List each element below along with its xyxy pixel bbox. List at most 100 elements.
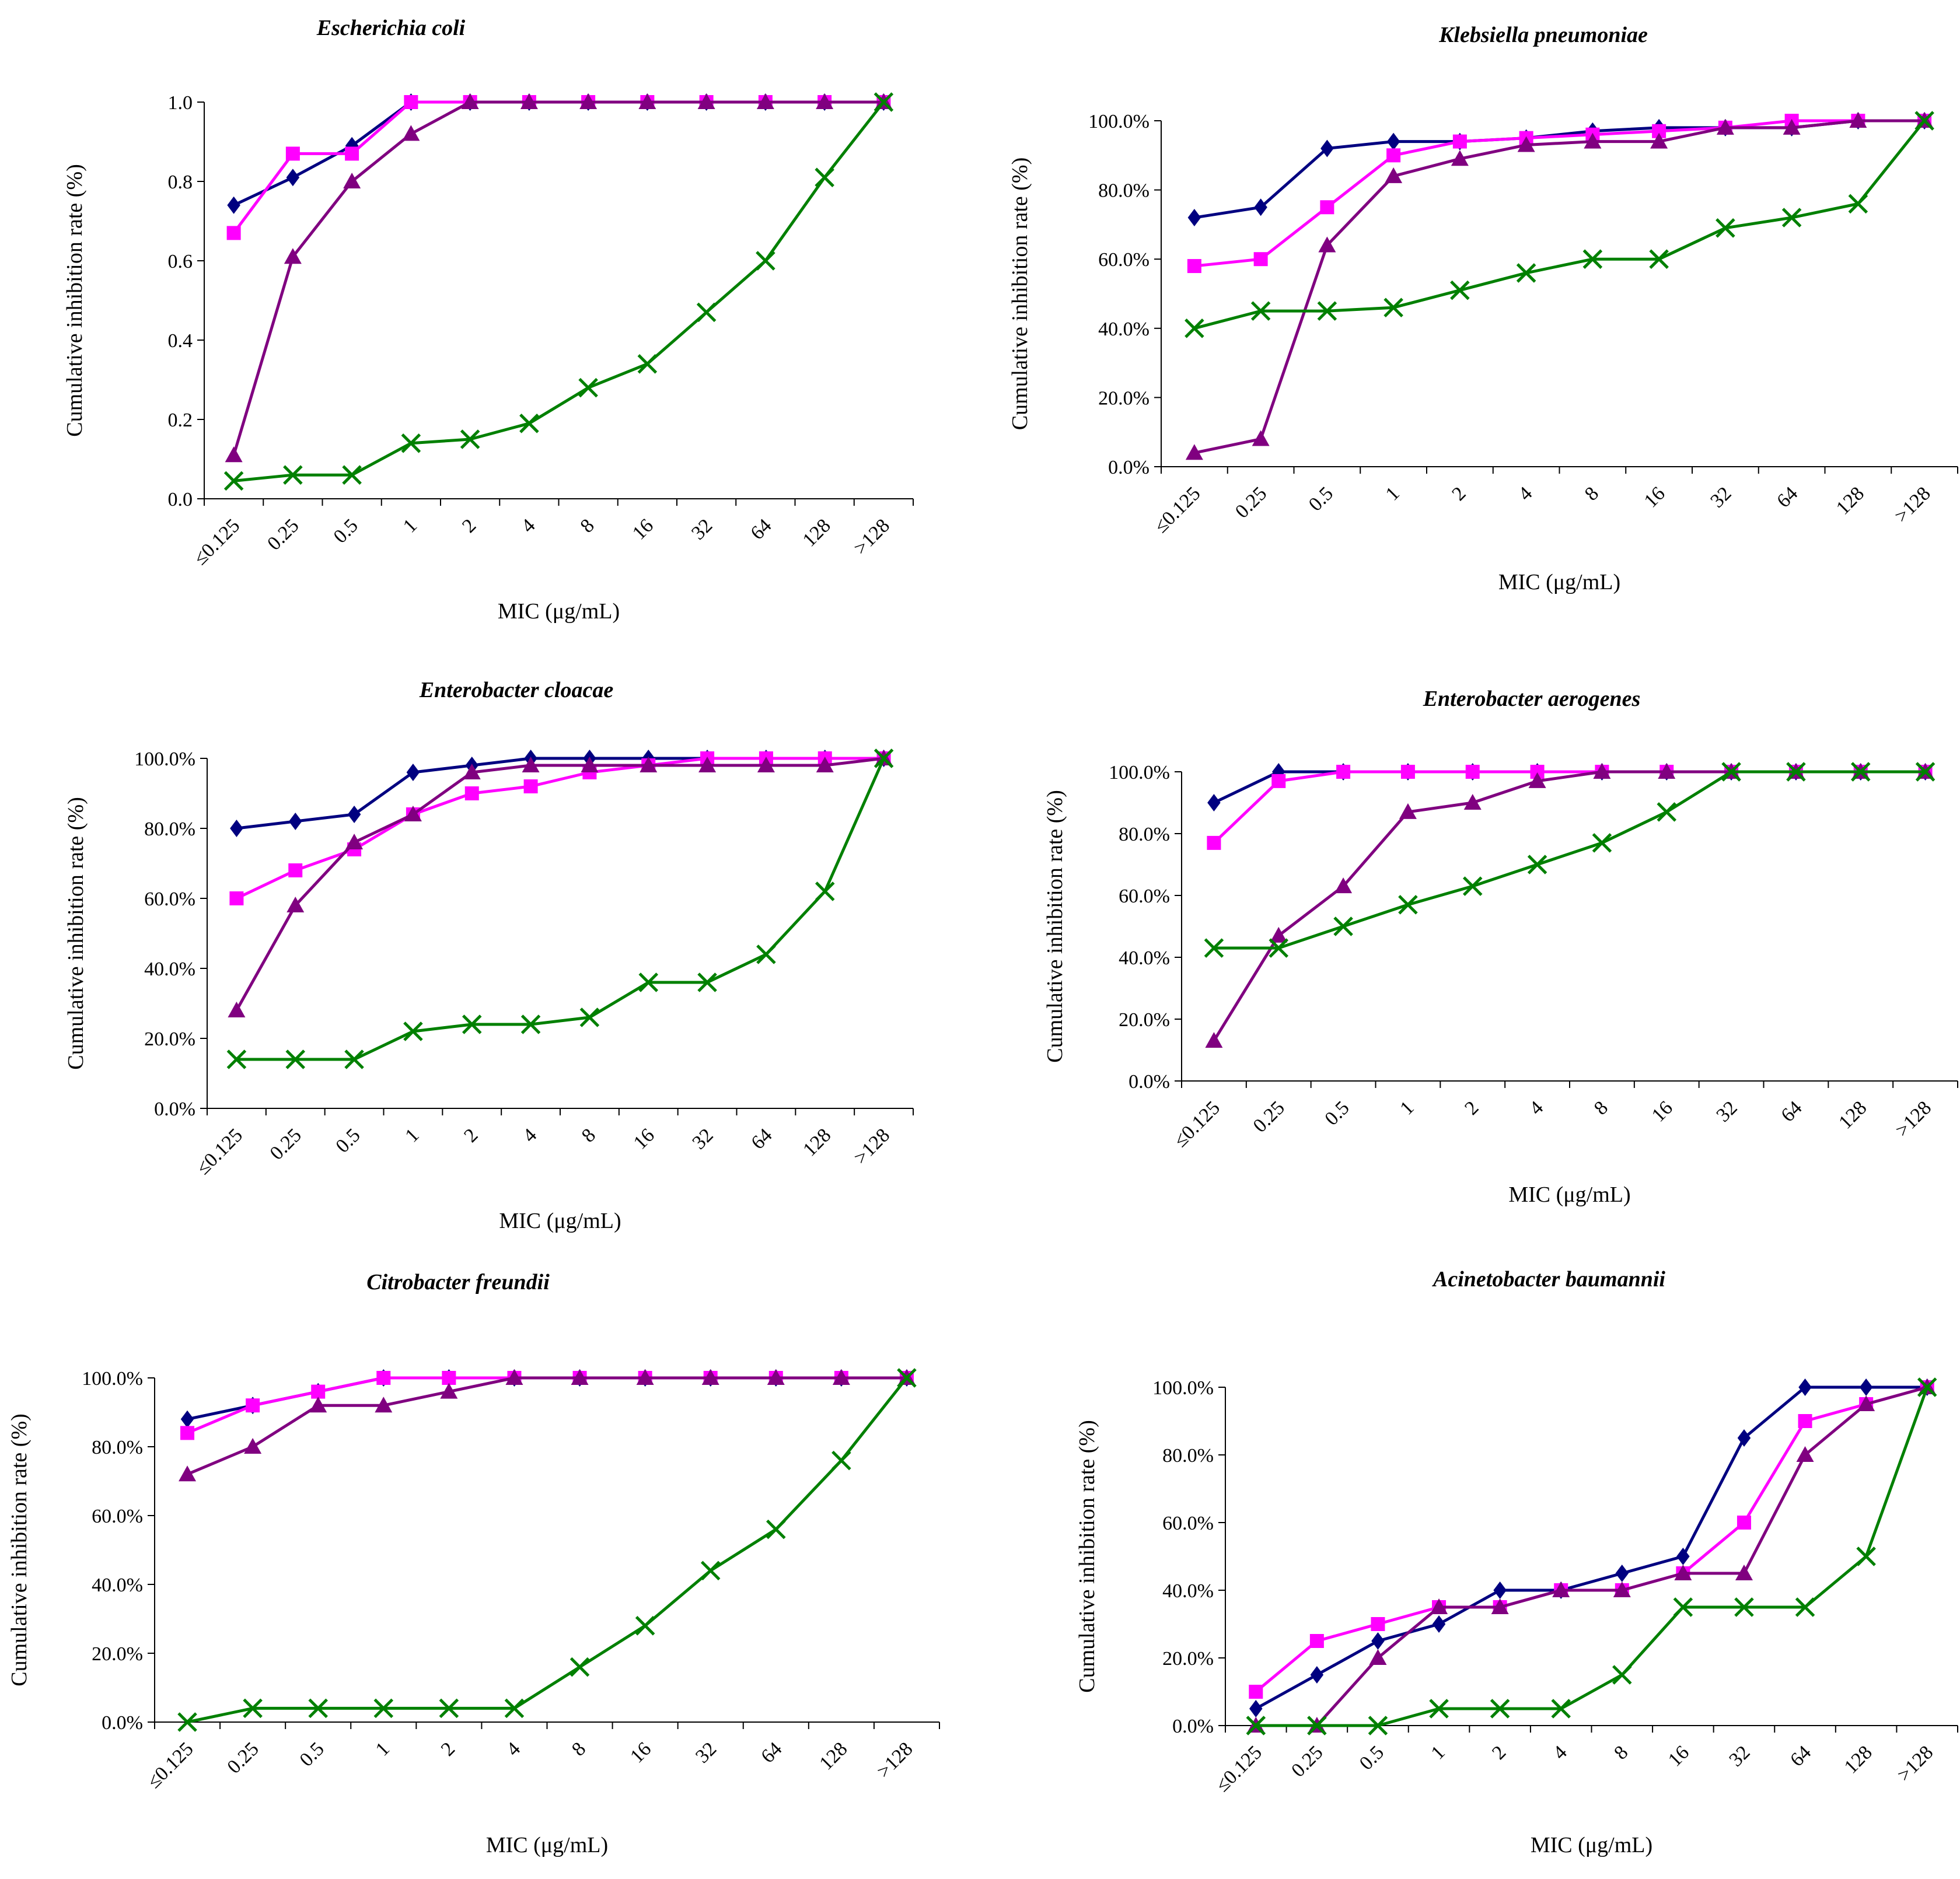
data-point (1250, 301, 1271, 321)
data-point (519, 414, 539, 433)
y-tick-label: 60.0% (92, 1506, 143, 1527)
x-axis-label: MIC (μg/mL) (486, 1833, 608, 1857)
y-tick-label: 40.0% (144, 958, 195, 980)
y-tick-label: 40.0% (1162, 1580, 1214, 1602)
y-tick-label: 20.0% (1162, 1648, 1214, 1670)
series-line (232, 100, 884, 456)
y-axis-label: Cumulative inhibition rate (%) (62, 164, 87, 437)
data-point (1716, 118, 1734, 135)
x-tick-label: 64 (747, 1124, 776, 1153)
x-tick-label: 4 (1549, 1741, 1571, 1763)
data-point (696, 302, 717, 323)
x-tick-label: 4 (517, 515, 539, 537)
chart-title: Citrobacter freundii (366, 1270, 550, 1294)
x-axis-label: MIC (μg/mL) (1531, 1833, 1652, 1857)
data-point (1856, 1546, 1876, 1566)
data-point (1465, 765, 1480, 779)
x-tick-label: >128 (1891, 482, 1935, 527)
x-tick-label: 32 (689, 1124, 718, 1153)
series-4 (223, 92, 894, 491)
series-line (187, 1376, 907, 1434)
data-point (1336, 765, 1351, 779)
x-tick-label: 1 (1427, 1741, 1449, 1763)
y-tick-label: 0.0% (154, 1098, 195, 1120)
data-point (345, 834, 364, 849)
y-tick-label: 20.0% (1098, 387, 1150, 409)
x-tick-label: 0.25 (1249, 1097, 1289, 1136)
data-point (1796, 1446, 1814, 1462)
chart-panel-6: Acinetobacter baumannii 0.0% 20.0% 40.0% 60.… (1075, 1267, 1958, 1857)
data-point (1269, 938, 1289, 958)
series-line (236, 757, 884, 830)
data-point (1246, 1716, 1266, 1735)
series-1 (1249, 1378, 1934, 1717)
data-point (1386, 132, 1400, 151)
series-line (1255, 1385, 1927, 1710)
data-point (442, 1371, 456, 1385)
data-point (344, 1049, 364, 1069)
chart-panel-1: Escherichia coli 0.0 0.2 0.4 0.6 0.8 1.0 ≤0.125… (62, 16, 914, 624)
data-point (1320, 200, 1334, 215)
data-point (1207, 835, 1221, 850)
data-point (1399, 803, 1417, 819)
chart-title: Klebsiella pneumoniae (1438, 23, 1648, 47)
data-point (461, 93, 479, 109)
data-point (1320, 139, 1334, 158)
x-tick-label: 2 (1448, 482, 1470, 505)
data-point (1490, 1699, 1510, 1719)
y-tick-label: 60.0% (1119, 886, 1170, 907)
data-point (520, 1014, 541, 1034)
y-tick-label: 0.0% (1172, 1716, 1214, 1737)
data-point (636, 1369, 654, 1385)
data-point (766, 1519, 786, 1539)
data-point (1737, 1429, 1751, 1447)
x-tick-label: 16 (1648, 1097, 1677, 1126)
data-point (285, 146, 300, 161)
data-point (1307, 1716, 1327, 1735)
data-point (578, 377, 598, 398)
x-tick-label: 16 (626, 1738, 655, 1767)
x-tick-label: >128 (1893, 1741, 1938, 1786)
data-point (1398, 895, 1418, 915)
x-tick-label: 0.25 (263, 515, 303, 554)
data-point (1798, 1378, 1812, 1396)
data-point (227, 196, 240, 214)
data-point (1527, 855, 1547, 874)
y-tick-label: 80.0% (1162, 1445, 1214, 1467)
data-point (1371, 1632, 1385, 1650)
x-tick-label: 0.5 (332, 1124, 365, 1157)
x-tick-label: 4 (1525, 1097, 1547, 1119)
x-tick-label: 8 (1581, 482, 1603, 505)
y-tick-label: 40.0% (92, 1574, 143, 1596)
series-2 (1187, 114, 1932, 274)
data-point (288, 863, 303, 877)
data-point (223, 471, 244, 491)
series-2 (180, 1371, 914, 1440)
data-point (1584, 132, 1602, 149)
x-tick-label: 0.25 (266, 1124, 306, 1164)
data-point (1271, 774, 1286, 788)
series-line (236, 757, 884, 900)
data-point (637, 354, 658, 374)
y-tick-label: 0.0% (102, 1712, 143, 1734)
data-point (1781, 208, 1802, 228)
data-point (1205, 1032, 1223, 1048)
y-tick-label: 80.0% (92, 1437, 143, 1458)
series-3 (1247, 1378, 1936, 1733)
chart-title: Acinetobacter baumannii (1432, 1267, 1665, 1292)
data-point (460, 429, 480, 449)
x-tick-label: ≤0.125 (1170, 1097, 1224, 1151)
data-point (226, 226, 241, 240)
data-point (640, 757, 658, 772)
data-point (1517, 136, 1535, 152)
series-line (1214, 770, 1926, 950)
data-point (179, 1465, 197, 1482)
data-point (1914, 111, 1934, 131)
y-axis-label: Cumulative inhibition rate (%) (64, 797, 88, 1070)
data-point (1386, 148, 1401, 163)
data-point (180, 1426, 195, 1440)
data-point (1612, 1665, 1632, 1685)
data-point (1650, 132, 1668, 149)
data-point (897, 1368, 917, 1388)
y-tick-label: 60.0% (144, 888, 195, 910)
